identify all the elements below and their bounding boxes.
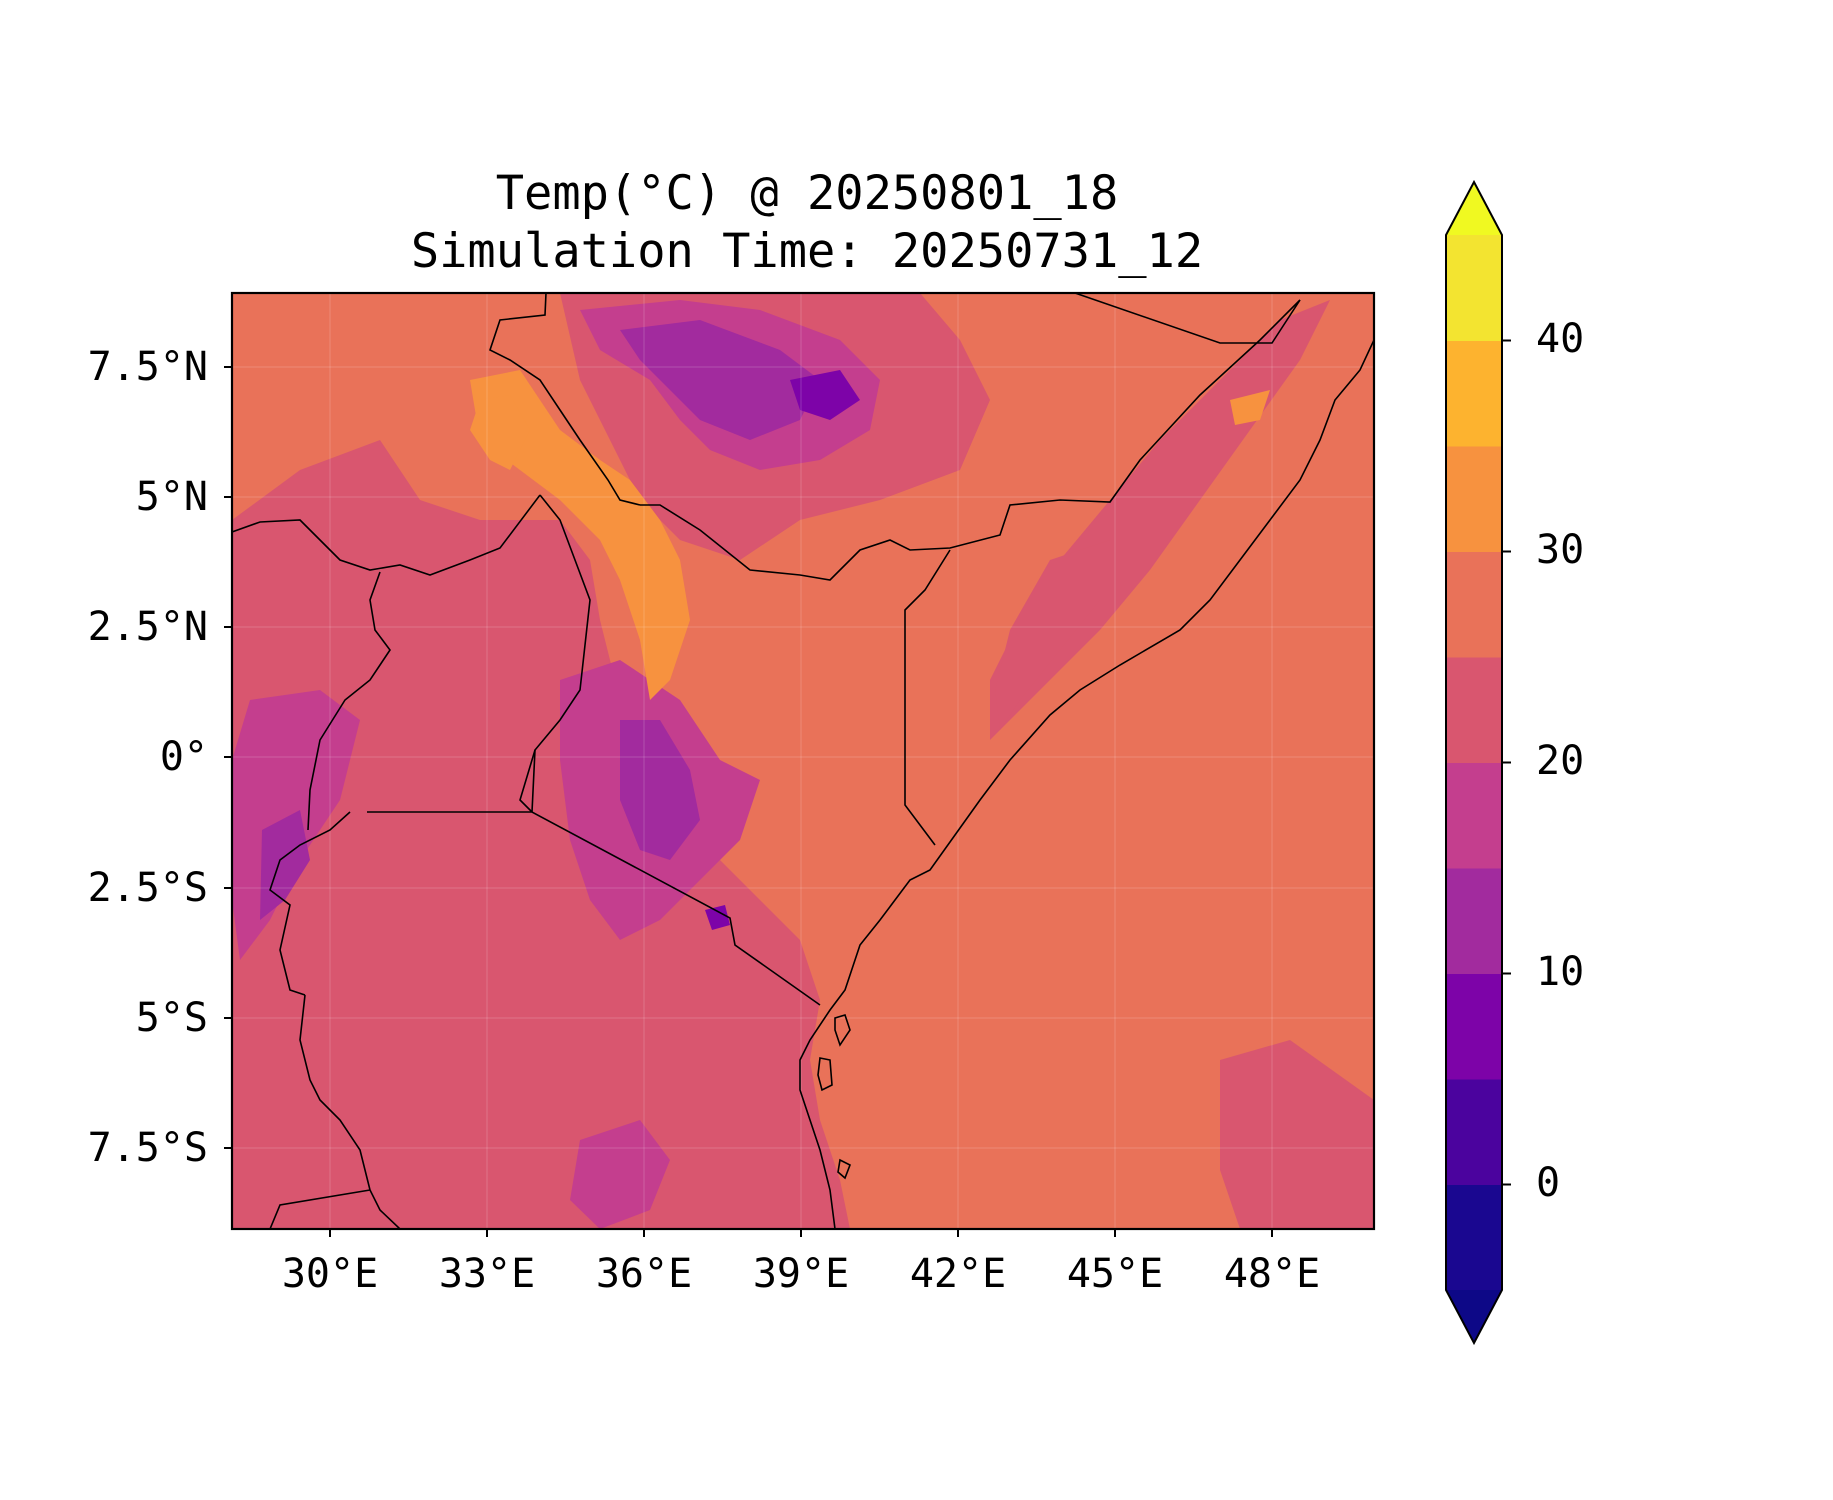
colorbar-tick-label: 0 <box>1536 1160 1561 1206</box>
colorbar-tick-label: 10 <box>1536 949 1585 995</box>
ytick-label: 5°N <box>135 474 208 520</box>
island-pemba <box>817 1057 833 1092</box>
xtick-label: 33°E <box>438 1251 536 1297</box>
border-uganda <box>531 494 591 813</box>
ytick-label: 5°S <box>135 995 208 1041</box>
region-turkana-warm <box>470 370 690 700</box>
colorbar-extend-under <box>1446 1290 1502 1343</box>
border-uganda-drc <box>307 571 391 831</box>
colorbar-tick-label: 40 <box>1536 316 1585 362</box>
region-ethiopia-colder <box>620 320 820 440</box>
xtick-label: 45°E <box>1066 1251 1164 1297</box>
colorbar-band <box>1446 868 1502 974</box>
border-ethiopia-somalia-north <box>1074 293 1301 344</box>
colorbar <box>1445 179 1503 1346</box>
xtick-label: 39°E <box>752 1251 850 1297</box>
xtick-label: 48°E <box>1223 1251 1321 1297</box>
colorbar-band <box>1446 657 1502 763</box>
border-kenya-somalia <box>904 549 951 846</box>
border-tanzania-zambia <box>269 1189 371 1229</box>
region-ethiopia-coldest <box>790 370 860 420</box>
island-mafia <box>837 1158 852 1180</box>
colorbar-band <box>1446 1079 1502 1185</box>
lake-victoria-shore <box>519 749 536 813</box>
colorbar-band <box>1446 551 1502 658</box>
region-kilimanjaro <box>705 905 730 930</box>
xtick-label: 30°E <box>281 1251 379 1297</box>
colorbar-band <box>1446 1184 1502 1291</box>
coastline-east-africa <box>799 339 1374 1229</box>
border-ethiopia-south <box>640 299 1301 581</box>
border-tanzania-north <box>367 811 821 1006</box>
colorbar-band <box>1446 235 1502 341</box>
colorbar-tick-label: 30 <box>1536 527 1585 573</box>
colorbar-outline <box>1445 179 1503 1346</box>
ytick-label: 7.5°N <box>87 344 208 390</box>
border-south-sudan <box>489 293 641 506</box>
region-ocean-south <box>1220 1040 1374 1229</box>
axes-frame <box>230 291 1376 1231</box>
colorbar-band <box>1446 762 1502 869</box>
ytick-label: 7.5°S <box>87 1125 208 1171</box>
xtick-label: 36°E <box>595 1251 693 1297</box>
country-borders <box>232 293 1374 1229</box>
ytick-label: 0° <box>159 734 208 780</box>
ytick-label: 2.5°S <box>87 865 208 911</box>
colorbar-extend-over <box>1446 182 1502 235</box>
region-sudan-warm <box>470 395 530 470</box>
chart-title-line-2: Simulation Time: 20250731_12 <box>410 224 1204 279</box>
border-rwanda-burundi <box>269 811 351 996</box>
colorbar-band <box>1446 340 1502 447</box>
colorbar-tick-label: 20 <box>1536 738 1585 784</box>
axis-ticks <box>224 366 1273 1237</box>
chart-title-line-1: Temp(°C) @ 20250801_18 <box>495 166 1119 221</box>
colorbar-band <box>1446 973 1502 1080</box>
temperature-field <box>232 293 1374 1229</box>
region-ogaden <box>995 540 1110 730</box>
ytick-label: 2.5°N <box>87 604 208 650</box>
region-south-cool <box>570 1120 670 1229</box>
border-south-sudan-west <box>232 494 541 576</box>
colorbar-ticks <box>1502 339 1511 1186</box>
region-somali-sea-warm <box>1230 390 1270 425</box>
border-lake-tanganyika <box>299 994 401 1229</box>
island-zanzibar <box>834 1014 851 1047</box>
colorbar-band <box>1446 446 1502 552</box>
xtick-label: 42°E <box>909 1251 1007 1297</box>
region-kenya-colder <box>620 720 700 860</box>
region-west-cool <box>232 440 850 1229</box>
gridlines <box>232 293 1374 1229</box>
